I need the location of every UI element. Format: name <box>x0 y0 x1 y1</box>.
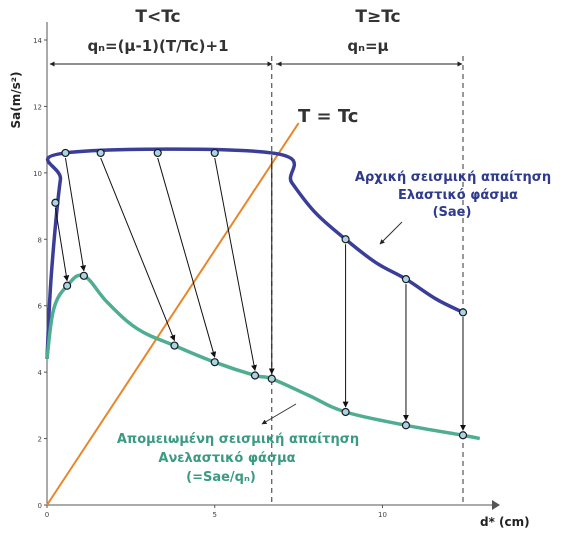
elastic-label-line-3: (Sae) <box>433 205 472 220</box>
y-tick-label: 10 <box>33 170 42 178</box>
inelastic-spectrum-curve <box>45 273 481 441</box>
tc-line <box>46 122 300 506</box>
elastic-label-line-1: Αρχική σεισμική απαίτηση <box>355 170 551 185</box>
y-tick-label: 6 <box>38 303 43 311</box>
inelastic-point <box>170 341 179 350</box>
inelastic-label-line-3: (=Sae/qₙ) <box>186 470 256 485</box>
inelastic-point <box>267 374 276 383</box>
y-tick-label: 14 <box>33 37 42 45</box>
y-tick-label: 0 <box>38 502 42 510</box>
inelastic-point <box>79 271 89 280</box>
elastic-point <box>210 148 219 158</box>
reduction-arrow <box>54 207 70 282</box>
reduction-arrow <box>157 157 217 358</box>
region-header-left: T<Tc <box>135 7 180 27</box>
y-axis-label: Sa(m/s²) <box>9 72 23 129</box>
x-axis-label: d* (cm) <box>480 515 530 529</box>
tc-label: T = Tc <box>298 106 358 127</box>
reduction-arrow <box>214 157 257 372</box>
inelastic-point <box>250 371 260 380</box>
elastic-spectrum-curve <box>45 147 464 359</box>
inelastic-point <box>341 407 350 417</box>
inelastic-label-line-2: Ανελαστικό φάσμα <box>158 451 295 466</box>
inelastic-label-line-1: Απομειωμένη σεισμική απαίτηση <box>117 432 359 447</box>
x-tick-label: 10 <box>378 511 387 519</box>
elastic-point <box>458 308 468 317</box>
region-formula-left: qₙ=(μ-1)(T/Tc)+1 <box>87 37 228 55</box>
y-tick-label: 4 <box>38 369 43 377</box>
elastic-label-line-2: Ελαστικό φάσμα <box>398 188 518 203</box>
y-tick-label: 2 <box>38 436 42 444</box>
x-tick-label: 5 <box>213 511 217 519</box>
elastic-point <box>153 148 162 158</box>
elastic-point <box>96 148 105 158</box>
inelastic-point <box>63 281 72 290</box>
elastic-point <box>401 275 411 284</box>
region-header-right: T≥Tc <box>355 7 400 27</box>
x-axis-arrow-icon <box>492 500 500 510</box>
elastic-point <box>61 148 70 158</box>
reduction-arrow <box>100 157 176 342</box>
y-tick-label: 12 <box>33 103 42 111</box>
inelastic-point <box>210 358 219 367</box>
elastic-point <box>51 198 60 207</box>
reduction-arrow <box>64 157 86 272</box>
y-tick-label: 8 <box>38 236 42 244</box>
x-tick-label: 0 <box>45 511 49 519</box>
inelastic-label-pointer <box>261 403 297 425</box>
inelastic-point <box>401 421 411 430</box>
inelastic-point <box>458 431 468 440</box>
elastic-label-pointer <box>379 221 403 245</box>
region-formula-right: qₙ=μ <box>347 37 388 55</box>
elastic-point <box>341 235 350 244</box>
